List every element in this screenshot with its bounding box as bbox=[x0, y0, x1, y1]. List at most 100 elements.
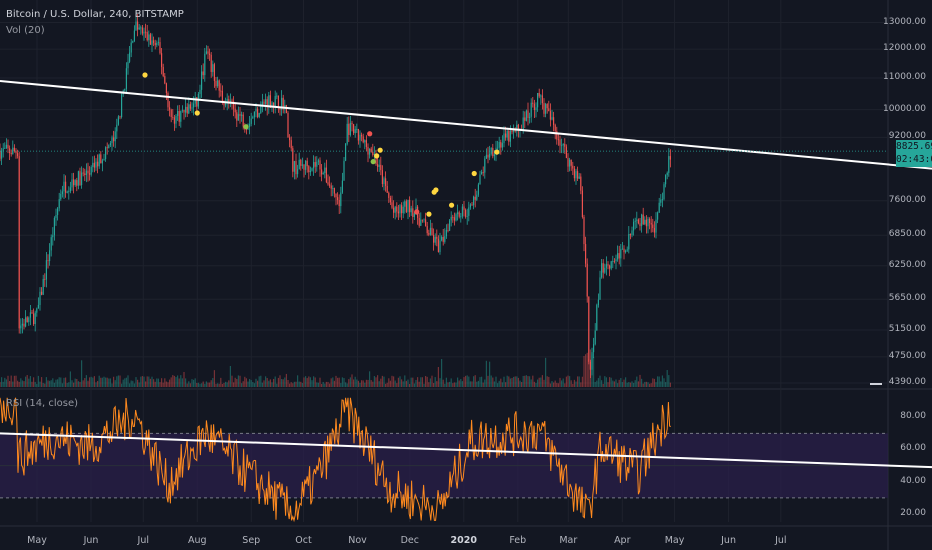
volume-bar bbox=[511, 377, 513, 387]
candle-body bbox=[199, 89, 201, 94]
volume-bar bbox=[61, 383, 63, 387]
price-tick-label: 10000.00 bbox=[883, 103, 926, 114]
volume-bar bbox=[401, 379, 403, 387]
candle-body bbox=[290, 140, 292, 149]
candle-body bbox=[581, 190, 583, 217]
candle-body bbox=[33, 313, 35, 325]
volume-bar bbox=[457, 377, 459, 387]
candle-body bbox=[500, 142, 502, 148]
candle-body bbox=[21, 323, 23, 326]
candle-body bbox=[498, 142, 500, 148]
candle-body bbox=[609, 265, 611, 269]
candle-body bbox=[71, 179, 73, 188]
volume-bar bbox=[317, 382, 319, 387]
candle-body bbox=[431, 227, 433, 236]
candle-body bbox=[618, 253, 620, 259]
volume-bar bbox=[633, 382, 635, 387]
volume-bar bbox=[273, 378, 275, 387]
volume-bar bbox=[154, 381, 156, 387]
candle-body bbox=[34, 312, 36, 325]
candle-body bbox=[159, 42, 161, 54]
candle-body bbox=[133, 30, 135, 42]
volume-bar bbox=[634, 380, 636, 387]
candle-body bbox=[169, 107, 171, 110]
volume-bar bbox=[226, 382, 228, 387]
volume-bar bbox=[385, 383, 387, 387]
signal-dot bbox=[142, 72, 148, 78]
candle-body bbox=[561, 145, 563, 147]
candle-body bbox=[554, 124, 556, 132]
candle-body bbox=[541, 95, 543, 104]
volume-bar bbox=[463, 377, 465, 387]
volume-bar bbox=[429, 378, 431, 387]
price-tick-label: 5650.00 bbox=[888, 293, 926, 304]
signal-dot bbox=[243, 124, 249, 130]
candle-body bbox=[597, 299, 599, 306]
volume-bar bbox=[164, 378, 166, 387]
volume-bar bbox=[213, 370, 215, 387]
candle-body bbox=[623, 248, 625, 253]
time-tick-label: 2020 bbox=[450, 535, 477, 546]
candle-body bbox=[41, 291, 43, 295]
volume-bar bbox=[439, 378, 441, 387]
candle-body bbox=[549, 111, 551, 120]
candle-body bbox=[148, 34, 150, 41]
candle-body bbox=[351, 122, 353, 125]
scale-marker bbox=[870, 383, 882, 385]
volume-bar bbox=[308, 376, 310, 387]
candle-body bbox=[565, 146, 567, 159]
volume-bar bbox=[50, 380, 52, 387]
time-tick-label: Sep bbox=[242, 535, 261, 546]
candle-body bbox=[17, 153, 19, 157]
volume-bar bbox=[588, 359, 590, 387]
candle-body bbox=[562, 143, 564, 146]
volume-bar bbox=[503, 376, 505, 387]
candle-body bbox=[45, 260, 47, 280]
volume-bar bbox=[76, 378, 78, 387]
volume-bar bbox=[546, 376, 548, 387]
volume-bar bbox=[330, 378, 332, 387]
volume-bar bbox=[431, 375, 433, 387]
volume-bar bbox=[396, 383, 398, 387]
candle-body bbox=[529, 116, 531, 118]
volume-bar bbox=[84, 378, 86, 387]
price-tick-label: 7600.00 bbox=[888, 194, 926, 205]
candle-body bbox=[31, 312, 33, 314]
candle-body bbox=[101, 160, 103, 164]
candle-body bbox=[330, 185, 332, 189]
volume-bar bbox=[261, 382, 263, 387]
candle-body bbox=[221, 90, 223, 101]
candle-body bbox=[255, 108, 257, 112]
candle-body bbox=[537, 92, 539, 108]
price-tick-label: 9200.00 bbox=[888, 131, 926, 142]
candle-body bbox=[10, 153, 12, 155]
candle-body bbox=[279, 107, 281, 110]
volume-bar bbox=[372, 381, 374, 387]
candle-body bbox=[473, 196, 475, 206]
candle-body bbox=[114, 131, 116, 142]
candle-body bbox=[113, 137, 115, 142]
price-tick-label: 5150.00 bbox=[888, 323, 926, 334]
volume-bar bbox=[645, 381, 647, 387]
volume-bar bbox=[322, 381, 324, 387]
candle-body bbox=[298, 159, 300, 170]
volume-bar bbox=[266, 378, 268, 387]
candle-body bbox=[405, 201, 407, 212]
volume-bar bbox=[65, 377, 67, 387]
volume-bar bbox=[221, 383, 223, 387]
volume-bar bbox=[541, 375, 543, 387]
volume-bar bbox=[349, 377, 351, 387]
volume-bar bbox=[210, 380, 212, 387]
signal-dot bbox=[471, 170, 477, 177]
candle-body bbox=[87, 170, 89, 174]
candle-body bbox=[570, 159, 572, 166]
signal-dot bbox=[367, 131, 373, 137]
candle-body bbox=[525, 110, 527, 121]
volume-bar bbox=[45, 377, 47, 387]
candle-body bbox=[79, 171, 81, 186]
volume-bar bbox=[285, 373, 287, 387]
volume-bar bbox=[28, 378, 30, 387]
volume-bar bbox=[447, 382, 449, 387]
volume-bar bbox=[0, 382, 1, 387]
